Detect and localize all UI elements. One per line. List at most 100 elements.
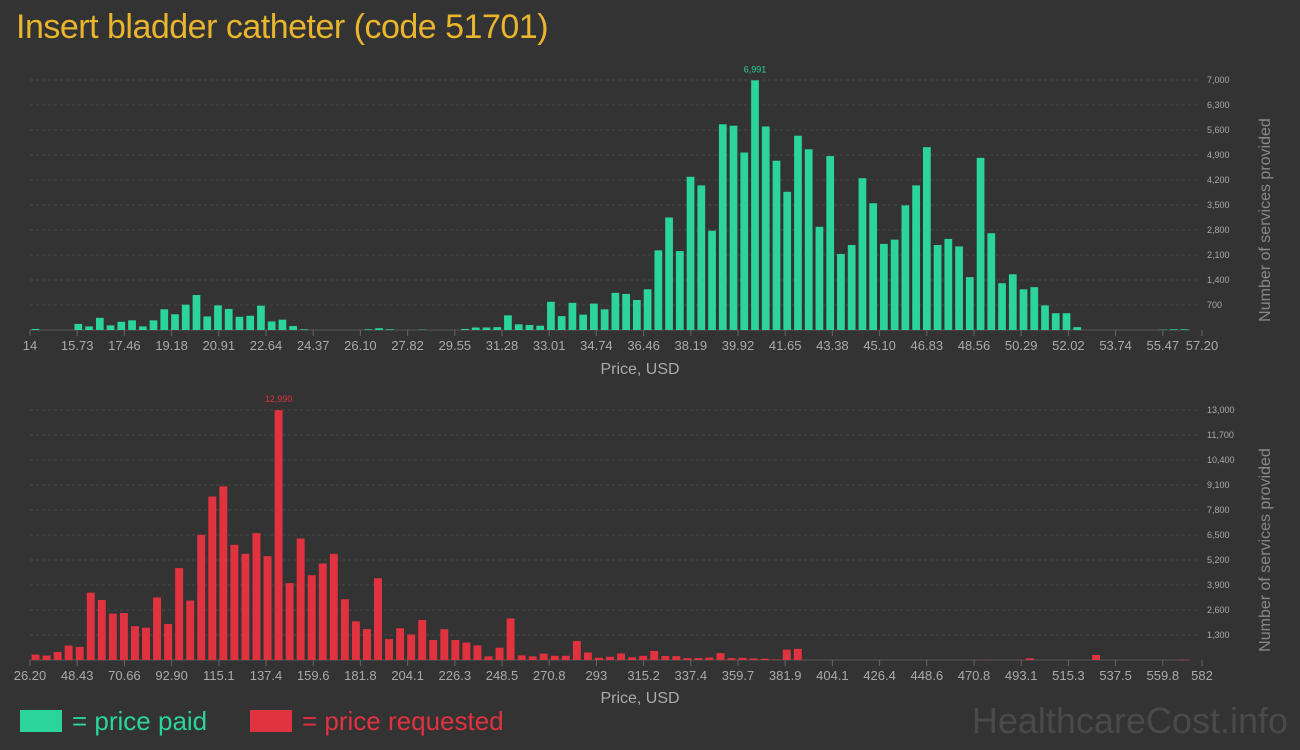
- paid-bar: [1051, 313, 1060, 330]
- paid-bar: [987, 233, 996, 330]
- requested-bar: [208, 496, 217, 660]
- legend-paid-label: = price paid: [72, 705, 208, 736]
- paid-bar: [149, 320, 158, 330]
- requested-bar: [97, 600, 106, 660]
- paid-bar: [912, 185, 920, 330]
- requested-bar: [705, 657, 714, 660]
- requested-bar: [285, 583, 294, 660]
- paid-bar: [536, 325, 545, 330]
- requested-bar: [374, 578, 382, 660]
- paid-bar: [944, 238, 953, 330]
- paid-bar: [804, 149, 813, 330]
- requested-x-tick-label: 293: [586, 668, 608, 683]
- requested-bar: [130, 626, 139, 660]
- paid-bar: [772, 160, 781, 330]
- paid-y-axis-label: Number of services provided: [1257, 118, 1274, 322]
- paid-x-tick-label: 45.10: [863, 338, 896, 353]
- paid-bar: [965, 277, 974, 330]
- paid-bar: [826, 156, 835, 330]
- paid-bar: [171, 314, 179, 330]
- requested-x-tick-label: 315.2: [627, 668, 660, 683]
- requested-bar: [583, 652, 592, 660]
- paid-x-tick-label: 50.29: [1005, 338, 1038, 353]
- requested-bar: [617, 653, 626, 660]
- requested-x-tick-label: 226.3: [439, 668, 472, 683]
- legend-requested-label: = price requested: [302, 705, 504, 736]
- requested-bar: [462, 642, 471, 660]
- paid-x-tick-label: 46.83: [911, 338, 944, 353]
- requested-x-tick-label: 92.90: [155, 668, 188, 683]
- legend-paid: = price paid: [20, 704, 207, 738]
- paid-bar: [718, 124, 727, 331]
- requested-peak-label: 12,990: [265, 394, 293, 404]
- paid-bar: [901, 205, 910, 330]
- watermark: HealthcareCost.info: [971, 700, 1288, 741]
- paid-x-tick-label: 48.56: [958, 338, 991, 353]
- requested-bar: [473, 645, 482, 660]
- paid-bar: [547, 301, 555, 330]
- requested-bar: [219, 486, 228, 660]
- paid-bar: [933, 245, 942, 330]
- paid-bar: [998, 283, 1006, 330]
- requested-bar: [738, 657, 747, 660]
- requested-y-tick-label: 1,300: [1207, 630, 1230, 640]
- paid-x-tick-label: 14: [23, 338, 37, 353]
- paid-bar: [214, 305, 222, 330]
- requested-x-tick-label: 426.4: [863, 668, 896, 683]
- paid-y-tick-label: 6,300: [1207, 100, 1230, 110]
- requested-bar: [429, 640, 438, 660]
- requested-bar: [274, 410, 283, 660]
- paid-x-tick-label: 19.18: [155, 338, 188, 353]
- requested-bar: [75, 646, 84, 660]
- paid-x-tick-label: 36.46: [627, 338, 660, 353]
- requested-bar: [296, 538, 305, 660]
- paid-x-tick-label: 29.55: [439, 338, 472, 353]
- paid-x-tick-label: 27.82: [391, 338, 424, 353]
- requested-bar: [362, 629, 371, 660]
- paid-bar: [289, 326, 298, 330]
- requested-bar: [661, 655, 670, 660]
- paid-bar: [1041, 305, 1049, 330]
- requested-bar: [650, 650, 659, 660]
- paid-bar: [665, 217, 673, 330]
- requested-bar: [252, 533, 261, 660]
- paid-bar: [1062, 313, 1071, 330]
- requested-bar: [727, 658, 736, 660]
- paid-bar: [117, 321, 126, 330]
- paid-bar: [729, 125, 738, 330]
- paid-bar: [847, 245, 856, 330]
- requested-y-axis-label: Number of services provided: [1257, 448, 1274, 652]
- paid-bar: [385, 329, 394, 330]
- requested-x-tick-label: 537.5: [1099, 668, 1132, 683]
- requested-bar: [263, 556, 272, 660]
- paid-bar: [922, 147, 931, 330]
- paid-bar: [192, 295, 201, 330]
- requested-bar: [539, 653, 548, 660]
- paid-x-tick-label: 55.47: [1147, 338, 1180, 353]
- requested-bar: [186, 600, 195, 660]
- paid-y-tick-label: 700: [1207, 300, 1222, 310]
- paid-bar: [654, 250, 663, 330]
- requested-bar: [572, 640, 581, 660]
- paid-bar: [1073, 327, 1082, 330]
- requested-y-tick-label: 7,800: [1207, 505, 1230, 515]
- paid-y-tick-label: 5,600: [1207, 125, 1230, 135]
- paid-bar: [267, 321, 276, 330]
- paid-bar: [783, 191, 792, 330]
- paid-bar: [632, 300, 641, 330]
- paid-bar: [375, 328, 383, 330]
- requested-bar: [230, 544, 239, 660]
- paid-bar: [224, 308, 233, 330]
- requested-bar: [241, 553, 250, 660]
- requested-bar: [594, 657, 603, 660]
- paid-bar: [1019, 289, 1028, 330]
- paid-bar: [976, 157, 985, 330]
- page-title: Insert bladder catheter (code 51701): [16, 8, 549, 46]
- paid-x-tick-label: 20.91: [203, 338, 236, 353]
- requested-x-tick-label: 582: [1191, 668, 1213, 683]
- requested-y-tick-label: 3,900: [1207, 580, 1230, 590]
- requested-x-tick-label: 559.8: [1147, 668, 1180, 683]
- requested-x-tick-label: 137.4: [250, 668, 283, 683]
- paid-bar: [461, 328, 469, 330]
- requested-bar: [351, 621, 360, 660]
